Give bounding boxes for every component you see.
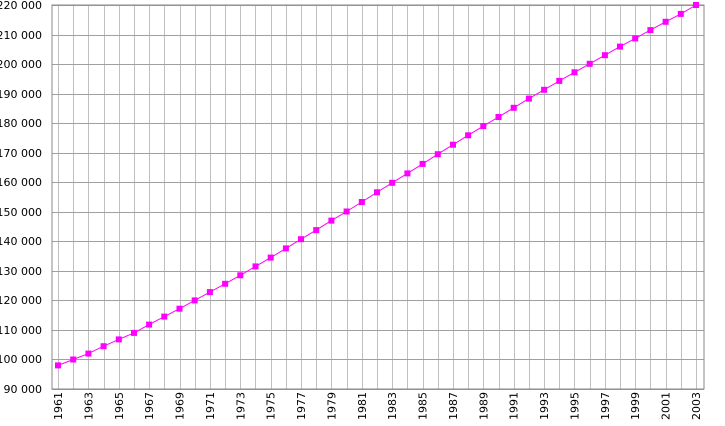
data-point — [541, 86, 548, 93]
x-tick-label: 1991 — [508, 392, 521, 420]
data-point — [556, 77, 563, 84]
data-point — [677, 10, 684, 17]
y-tick-label: 190 000 — [0, 88, 42, 101]
data-point — [55, 362, 61, 369]
y-tick-label: 170 000 — [0, 147, 42, 160]
data-point — [617, 43, 623, 50]
y-tick-label: 150 000 — [0, 206, 42, 219]
data-point — [252, 263, 259, 270]
x-tick-label: 1971 — [204, 392, 217, 420]
y-tick-label: 90 000 — [4, 383, 43, 396]
data-point — [70, 356, 77, 363]
x-tick-label: 1979 — [325, 392, 338, 420]
data-point — [525, 95, 532, 102]
data-point — [480, 123, 487, 130]
x-tick-label: 2001 — [660, 392, 673, 420]
x-tick-label: 1973 — [234, 392, 247, 420]
x-tick-label: 1961 — [52, 392, 65, 420]
data-point — [328, 217, 335, 224]
data-point — [131, 329, 137, 336]
data-point — [465, 132, 472, 139]
y-tick-label: 180 000 — [0, 117, 42, 130]
x-tick-label: 1995 — [568, 392, 581, 420]
y-tick-label: 210 000 — [0, 29, 42, 42]
data-point — [146, 321, 153, 328]
data-point — [313, 227, 320, 234]
data-point — [343, 208, 350, 215]
x-tick-label: 1993 — [538, 392, 551, 420]
y-tick-label: 110 000 — [0, 324, 42, 337]
data-point — [100, 343, 107, 350]
x-tick-label: 1981 — [356, 392, 369, 420]
data-point — [298, 236, 304, 243]
data-point — [161, 313, 168, 320]
data-point — [358, 199, 365, 205]
data-point — [434, 151, 441, 158]
data-point — [419, 160, 426, 167]
data-point — [632, 35, 639, 42]
data-point — [115, 336, 122, 343]
x-tick-label: 1963 — [82, 392, 95, 420]
y-tick-label: 130 000 — [0, 265, 42, 278]
data-point — [237, 272, 244, 279]
vertical-gridlines — [58, 5, 697, 389]
data-point — [450, 141, 456, 148]
x-tick-label: 2003 — [690, 392, 703, 420]
data-point — [601, 52, 608, 59]
y-tick-label: 140 000 — [0, 235, 42, 248]
y-axis-tick-labels: 90 000 100 000 110 000 120 000 130 000 140 00… — [0, 0, 42, 396]
plot-frame — [51, 4, 705, 390]
y-tick-label: 220 000 — [0, 0, 42, 12]
y-tick-label: 100 000 — [0, 353, 42, 366]
data-point — [404, 170, 411, 177]
y-tick-label: 120 000 — [0, 294, 42, 307]
data-point — [206, 289, 213, 296]
data-point — [267, 254, 274, 261]
y-tick-label: 200 000 — [0, 58, 42, 71]
data-point — [647, 27, 654, 34]
data-point — [510, 104, 517, 111]
data-point — [191, 297, 198, 304]
data-point — [389, 179, 396, 186]
x-tick-label: 1969 — [174, 392, 187, 420]
data-point — [222, 280, 229, 287]
data-point — [374, 189, 380, 196]
x-tick-label: 1989 — [477, 392, 490, 420]
data-point — [85, 350, 92, 357]
x-tick-label: 1977 — [295, 392, 308, 420]
data-point — [571, 69, 578, 76]
x-tick-label: 1987 — [447, 392, 460, 420]
x-tick-label: 1965 — [113, 392, 126, 420]
data-point — [495, 114, 502, 120]
data-point — [662, 18, 669, 25]
data-point — [176, 305, 183, 312]
x-tick-label: 1985 — [417, 392, 430, 420]
y-tick-label: 160 000 — [0, 176, 42, 189]
data-point — [586, 60, 593, 67]
series-layer — [55, 2, 699, 369]
x-tick-label: 1967 — [143, 392, 156, 420]
data-point — [693, 2, 699, 8]
x-tick-label: 1975 — [265, 392, 278, 420]
x-tick-label: 1983 — [386, 392, 399, 420]
x-tick-label: 1997 — [599, 392, 612, 420]
data-point — [282, 245, 289, 252]
x-tick-label: 1999 — [629, 392, 642, 420]
x-axis-tick-labels: 1961 1963 1965 1967 1969 1971 1973 1975 1977 1979… — [52, 392, 703, 420]
